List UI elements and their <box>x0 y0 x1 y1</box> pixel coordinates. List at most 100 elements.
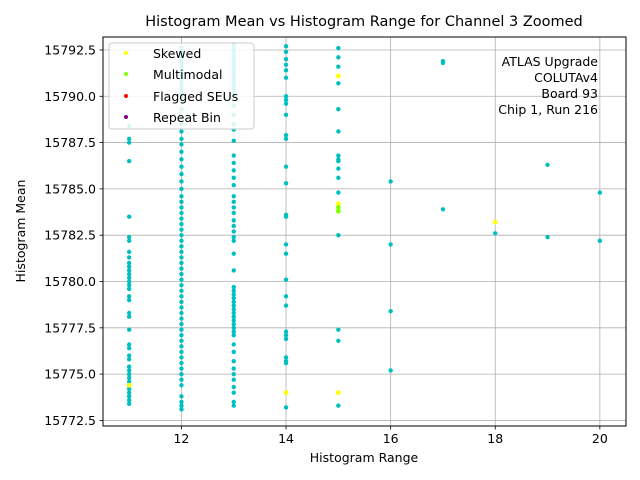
data-point <box>231 366 236 371</box>
data-point <box>231 182 236 188</box>
data-point <box>231 218 236 223</box>
data-point <box>179 221 184 227</box>
data-point <box>126 379 132 384</box>
data-point <box>336 129 341 134</box>
data-point <box>231 284 236 290</box>
data-point <box>231 310 236 316</box>
legend-label-repeat-bin: Repeat Bin <box>153 110 221 125</box>
data-point <box>126 238 132 243</box>
data-point <box>126 353 132 358</box>
data-point <box>283 214 289 219</box>
data-point <box>231 329 236 334</box>
data-point <box>283 181 289 186</box>
data-point <box>179 360 184 366</box>
data-point <box>231 199 236 205</box>
data-point <box>126 275 132 281</box>
legend-marker-repeat-bin <box>124 115 128 119</box>
data-point <box>179 310 184 316</box>
data-point <box>179 399 184 405</box>
data-point <box>179 227 184 232</box>
legend-frame <box>108 42 255 130</box>
x-axis-label: Histogram Range <box>310 450 419 465</box>
data-point <box>388 308 393 314</box>
data-point <box>126 140 132 145</box>
annotation-line-2: COLUTAv4 <box>534 70 598 85</box>
legend-label-multimodal: Multimodal <box>153 67 222 82</box>
data-point <box>179 205 184 210</box>
data-point <box>179 294 184 299</box>
legend-label-flagged-seus: Flagged SEUs <box>153 89 238 104</box>
data-point <box>283 112 289 118</box>
data-point <box>179 142 184 147</box>
data-point <box>126 268 132 273</box>
y-tick-label: 15787.5 <box>44 135 96 150</box>
data-point <box>126 249 132 255</box>
x-tick-label: 14 <box>278 431 294 446</box>
flagged-point-multimodal <box>335 205 341 210</box>
data-point <box>126 368 132 373</box>
plot-frame <box>102 36 627 427</box>
data-point <box>179 377 184 382</box>
data-point <box>179 316 184 321</box>
grid-lines <box>103 37 626 426</box>
y-tick-label: 15775.0 <box>44 367 96 382</box>
data-point <box>388 242 393 247</box>
legend-label-skewed: Skewed <box>153 46 201 61</box>
data-point <box>231 318 236 323</box>
data-point <box>179 216 184 221</box>
data-point <box>179 199 184 205</box>
data-point <box>126 371 132 377</box>
data-point <box>179 210 184 216</box>
x-tick-label: 12 <box>173 431 189 446</box>
data-point <box>126 394 132 399</box>
data-point <box>231 303 236 308</box>
y-tick-label: 15782.5 <box>44 228 96 243</box>
data-point <box>388 368 393 373</box>
y-tick-label: 15772.5 <box>44 413 96 428</box>
data-point <box>179 255 184 260</box>
data-point <box>231 251 236 256</box>
data-point <box>179 260 184 266</box>
y-tick-label: 15777.5 <box>44 320 96 335</box>
data-point <box>336 338 341 343</box>
data-point <box>179 283 184 288</box>
data-point <box>283 242 289 247</box>
data-point <box>179 179 184 184</box>
data-point <box>231 292 236 297</box>
data-point <box>231 194 236 199</box>
data-point <box>231 325 236 331</box>
data-point <box>126 401 132 406</box>
data-point <box>179 244 184 249</box>
data-point <box>179 299 184 305</box>
data-point <box>283 294 289 299</box>
data-point <box>283 68 289 73</box>
y-axis-label: Histogram Mean <box>13 180 28 283</box>
data-point <box>231 138 236 143</box>
data-point <box>231 153 236 158</box>
data-point <box>283 62 289 67</box>
data-point <box>283 333 289 338</box>
data-point <box>283 164 289 169</box>
data-point <box>336 153 341 158</box>
data-point <box>231 358 236 364</box>
data-point <box>179 149 184 155</box>
data-point <box>231 223 236 229</box>
data-point <box>126 158 132 164</box>
data-point <box>231 314 236 319</box>
data-point <box>126 260 132 266</box>
annotation-line-3: Board 93 <box>541 86 598 101</box>
data-point <box>126 297 132 303</box>
data-point <box>231 390 236 395</box>
data-point <box>283 329 289 334</box>
data-point <box>597 190 603 195</box>
data-point <box>336 233 341 238</box>
data-point <box>179 344 184 349</box>
data-point <box>231 342 236 347</box>
data-point <box>126 346 132 351</box>
data-point <box>231 234 236 240</box>
data-point <box>336 107 341 112</box>
data-point <box>126 136 132 142</box>
data-point <box>179 321 184 327</box>
